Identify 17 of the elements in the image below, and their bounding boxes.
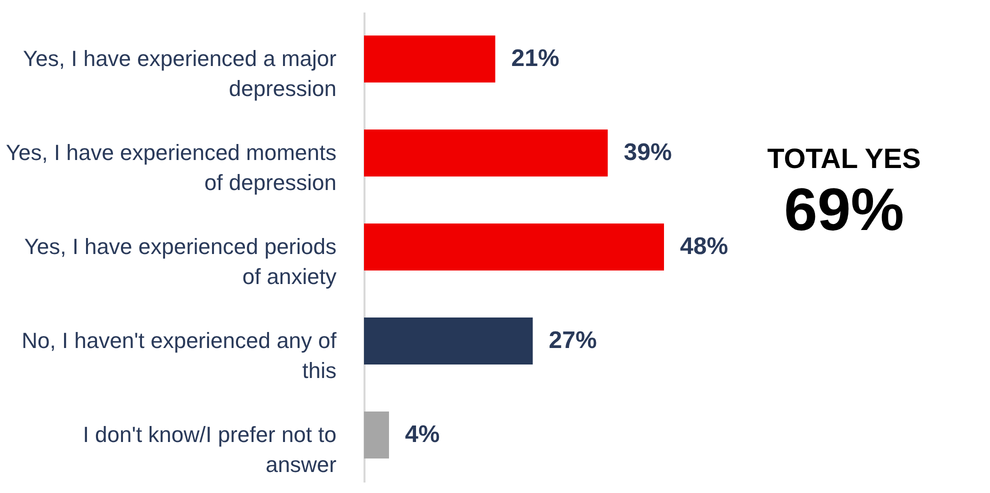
text: TOTAL YES [767, 143, 921, 174]
bar [364, 318, 533, 364]
data-label: 39% [624, 139, 672, 166]
data-label: 27% [548, 327, 597, 354]
text: 69% [784, 176, 904, 243]
data-label: 4% [405, 421, 440, 448]
data-label: 21% [511, 45, 560, 72]
y-tick-label: I don't know/I prefer not to answer [82, 422, 336, 477]
y-tick-label: No, I haven't experienced any of this [22, 328, 338, 383]
y-tick-label: Yes, I have experienced a major depression [23, 46, 336, 101]
bar [364, 36, 496, 82]
data-label: 48% [680, 233, 728, 260]
y-tick-label: Yes, I have experienced moments of depression [6, 140, 336, 195]
bar [364, 130, 608, 176]
bar [364, 412, 389, 458]
y-tick-label: Yes, I have experienced periods of anxiety [24, 234, 336, 289]
bar [364, 224, 664, 270]
